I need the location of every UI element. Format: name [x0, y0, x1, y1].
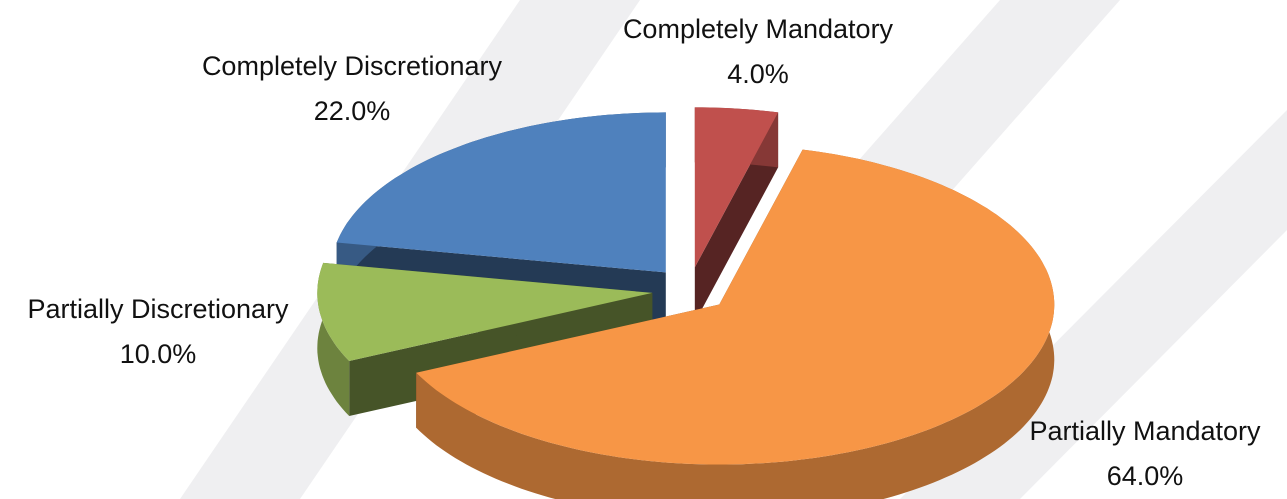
slice-label: Partially Discretionary [27, 294, 289, 324]
slice-label: Completely Discretionary [202, 51, 503, 81]
slice [694, 107, 779, 323]
slice-top [336, 112, 666, 273]
value-label: 4.0% [727, 59, 789, 89]
value-label: 10.0% [120, 339, 197, 369]
slice-label: Completely Mandatory [623, 14, 894, 44]
slice-top [317, 262, 653, 361]
slice-top [416, 149, 1055, 465]
slice [416, 149, 1055, 499]
slice-label: Partially Mandatory [1029, 416, 1261, 446]
slice-side [317, 262, 350, 416]
slice-side [416, 149, 1055, 499]
value-label: 22.0% [314, 96, 391, 126]
value-label: 64.0% [1107, 461, 1184, 491]
slice-top [694, 107, 779, 268]
